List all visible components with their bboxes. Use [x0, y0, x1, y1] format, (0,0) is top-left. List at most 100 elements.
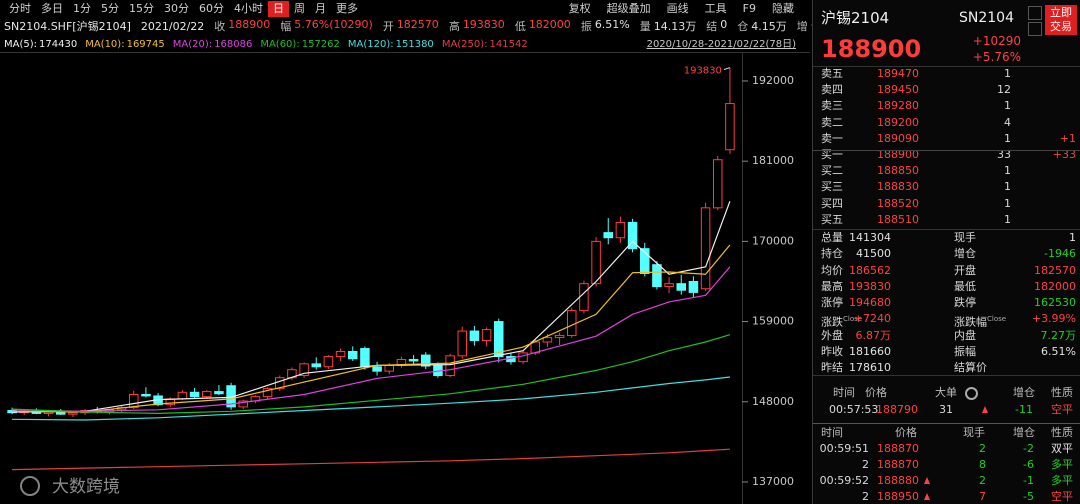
book-price: 189090: [877, 131, 919, 145]
stat-value: 194680: [849, 296, 891, 309]
y-tick-label: 137000: [752, 475, 794, 488]
separator: [813, 149, 1080, 151]
tool-button[interactable]: 超级叠加: [606, 2, 651, 15]
stat-note: Close: [987, 315, 1007, 324]
info-item: 量 14.13万: [640, 18, 697, 34]
watermark: 大数跨境: [52, 477, 120, 497]
stat-value: 178610: [849, 361, 891, 374]
tool-button[interactable]: F9: [742, 2, 756, 15]
tool-button[interactable]: 工具: [704, 2, 727, 15]
period-button[interactable]: 5分: [101, 2, 119, 15]
tool-button[interactable]: 画线: [666, 2, 689, 15]
trades-header: 增仓: [1013, 386, 1035, 399]
tick-price: 188870: [877, 442, 919, 455]
candle-body: [591, 240, 601, 285]
info-bar: SN2104.SHF[沪锡2104] 2021/02/22 收 188900 幅 5.76…: [4, 18, 843, 34]
stat-label: 最低: [954, 279, 976, 293]
info-label: 增: [796, 20, 808, 33]
legend-item: MA(10): 169745: [85, 39, 165, 50]
period-button[interactable]: 分时: [9, 2, 31, 15]
trades-header: 大单: [935, 386, 957, 399]
candle-body: [360, 348, 370, 368]
candle-body: [627, 221, 638, 250]
tick-oi: -6: [1023, 458, 1034, 471]
info-value: 5.76%(10290): [294, 18, 373, 31]
ticks-header: 增仓: [1013, 426, 1035, 439]
info-label: 开: [382, 20, 394, 33]
trade-price: 188790: [876, 403, 918, 416]
candle-body: [238, 400, 249, 408]
book-volume: 12: [997, 83, 1011, 97]
info-value: 6.51%: [594, 18, 630, 31]
candle-body: [542, 337, 553, 343]
stat-value: 193830: [849, 279, 891, 293]
legend-value: 151380: [395, 38, 434, 50]
stat-label: 跌停: [954, 296, 976, 309]
tick-type: 多平: [1051, 474, 1073, 487]
trades-header: 价格: [865, 386, 887, 399]
legend-name: MA(60):: [260, 38, 300, 50]
y-tick-label: 148000: [752, 395, 794, 408]
stat-label: 现手: [954, 231, 976, 244]
period-button[interactable]: 30分: [164, 2, 189, 15]
period-button[interactable]: 日: [268, 1, 289, 17]
period-button[interactable]: 1分: [73, 2, 91, 15]
tick-time: 00:59:52: [819, 474, 869, 487]
stat-label: 外盘: [821, 328, 843, 342]
period-button[interactable]: 更多: [336, 2, 358, 15]
price-change-pct: +5.76%: [972, 50, 1021, 64]
panel-button[interactable]: [1028, 22, 1042, 36]
period-button[interactable]: 4小时: [234, 2, 263, 15]
separator: [813, 66, 1080, 67]
ma-line: [12, 266, 731, 412]
candle-body: [201, 391, 212, 398]
peak-pointer: [723, 67, 731, 71]
y-tick-label: 181000: [752, 154, 794, 167]
candle-body: [335, 350, 346, 358]
book-volume: 1: [1004, 212, 1011, 226]
candle-body: [299, 363, 309, 377]
candle-body: [579, 283, 589, 312]
settings-icon[interactable]: [965, 387, 978, 400]
candle-body: [189, 391, 200, 398]
period-button[interactable]: 月: [315, 2, 326, 15]
stat-label: 总量: [821, 231, 843, 244]
y-tick-label: 192000: [752, 74, 794, 87]
period-button[interactable]: 60分: [199, 2, 224, 15]
stat-value: 186562: [849, 263, 891, 277]
info-label: 振: [580, 20, 592, 33]
info-value: 182570: [396, 18, 439, 31]
book-label: 买四: [821, 196, 843, 210]
stat-value: 162530: [1034, 296, 1076, 309]
period-button[interactable]: 周: [294, 2, 305, 15]
info-label: 量: [639, 20, 651, 33]
period-button[interactable]: 15分: [129, 2, 154, 15]
trades-header: 时间: [833, 386, 855, 399]
stat-value: 41500: [856, 247, 891, 261]
tick-type: 多平: [1051, 458, 1073, 471]
candle-body: [603, 232, 614, 239]
stat-label: 振幅: [954, 344, 976, 358]
ticks-header: 时间: [821, 426, 843, 439]
y-tick-label: 170000: [752, 234, 794, 247]
panel-button[interactable]: [1028, 6, 1042, 20]
period-button[interactable]: 多日: [41, 2, 63, 15]
ticks-header: 现手: [963, 426, 985, 439]
info-value: 193830: [462, 18, 505, 31]
info-value: 0: [720, 18, 728, 31]
candle-body: [700, 207, 711, 290]
book-price: 188900: [877, 148, 919, 161]
legend-item: MA(60): 157262: [260, 39, 340, 50]
book-label: 卖一: [821, 131, 843, 145]
info-value: 14.13万: [653, 20, 697, 33]
info-label: 结: [706, 20, 718, 33]
trade-big: 31: [939, 403, 953, 416]
tool-button[interactable]: 复权: [568, 2, 591, 15]
tick-oi: -2: [1023, 442, 1034, 455]
trade-button[interactable]: 立即交易: [1045, 5, 1077, 35]
stat-label: 昨结: [821, 361, 843, 374]
tool-button[interactable]: 隐藏: [772, 2, 794, 15]
book-price: 189470: [877, 67, 919, 80]
stat-label: 增仓: [954, 247, 976, 261]
